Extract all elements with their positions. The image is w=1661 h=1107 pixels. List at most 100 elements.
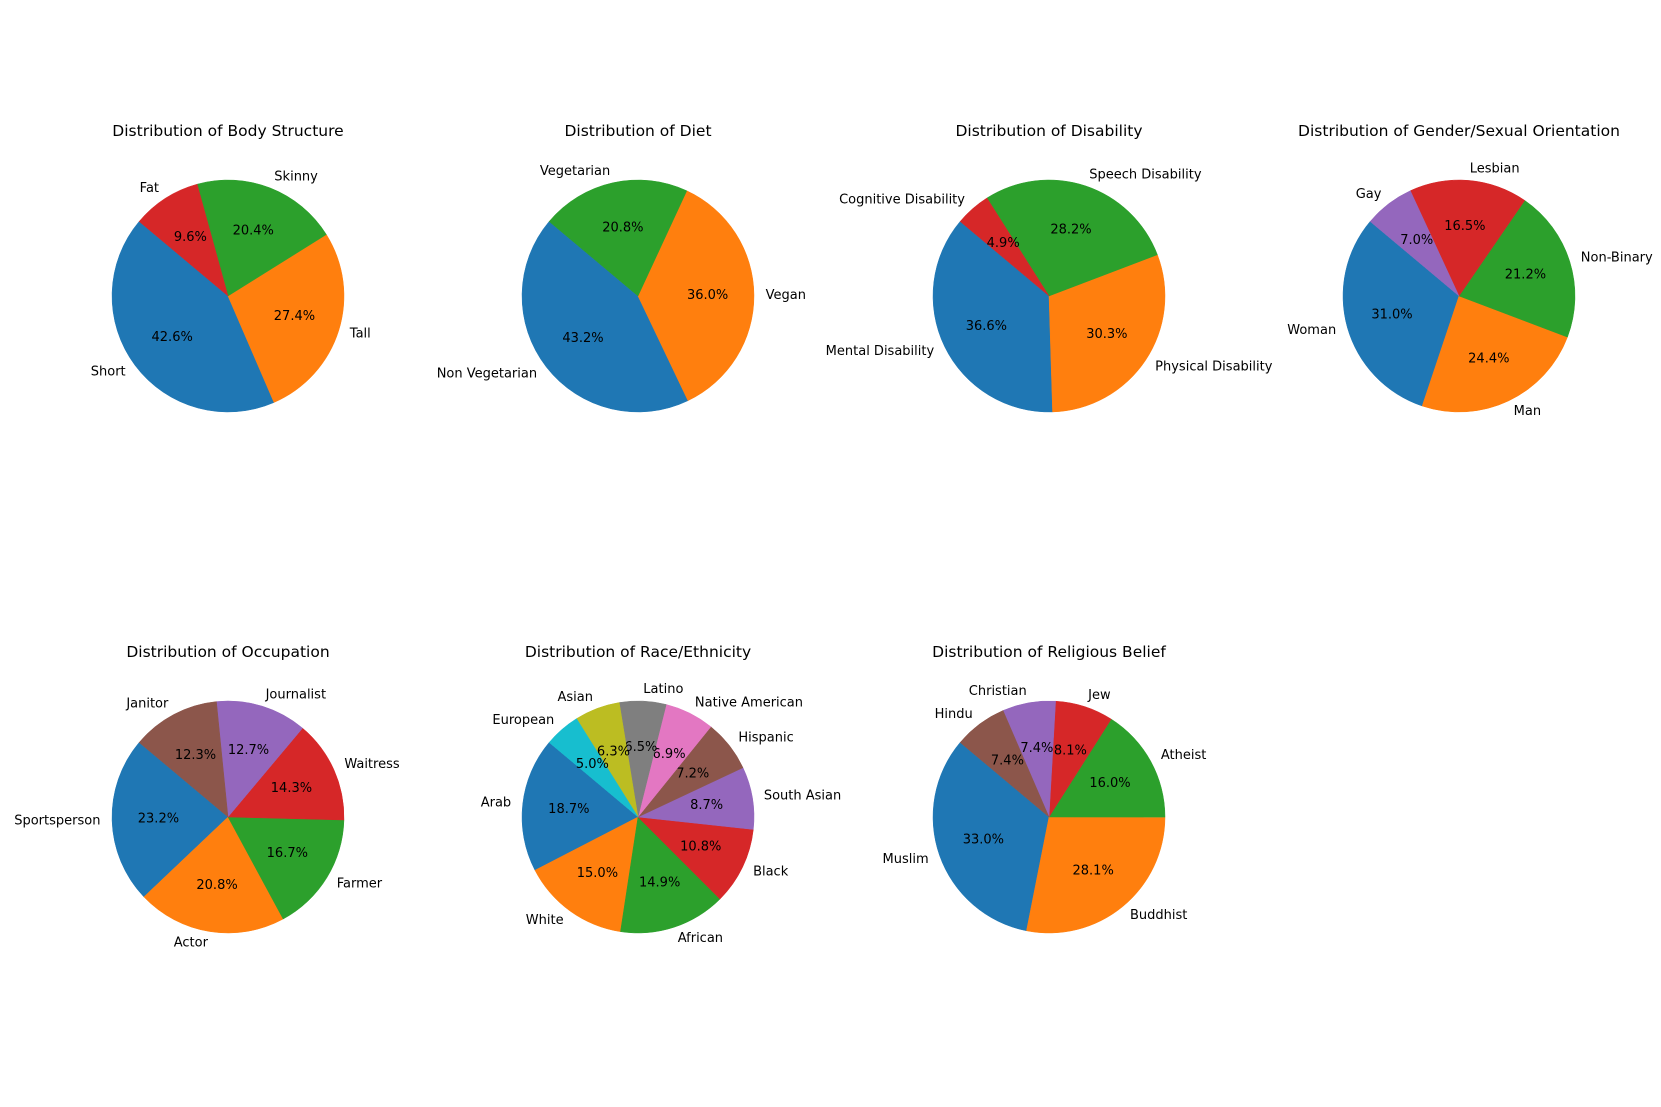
pie-distribution-of-diet: Distribution of Diet 43.2% Non Vegetarian 3… — [437, 122, 806, 413]
slice-percent-label: 20.8% — [602, 221, 643, 236]
slice-farmer — [227, 816, 345, 920]
slice-category-label: Arab — [481, 795, 511, 810]
pie-distribution-of-disability: Distribution of Disability 36.6% Mental Di… — [826, 122, 1273, 413]
chart-title: Distribution of Race/Ethnicity — [525, 643, 751, 661]
slice-percent-label: 16.0% — [1089, 776, 1130, 791]
slice-category-label: Short — [91, 365, 126, 380]
chart-title: Distribution of Gender/Sexual Orientatio… — [1298, 122, 1620, 140]
slice-category-label: Mental Disability — [826, 344, 935, 359]
slice-percent-label: 20.4% — [233, 224, 274, 239]
slice-category-label: Physical Disability — [1155, 359, 1273, 374]
slice-percent-label: 10.8% — [680, 840, 721, 855]
slice-category-label: Christian — [969, 684, 1027, 699]
slice-journalist — [216, 700, 303, 818]
slice-category-label: Tall — [349, 326, 371, 341]
slice-percent-label: 14.9% — [639, 876, 680, 891]
slice-category-label: Black — [753, 865, 789, 880]
slice-cognitive-disability — [959, 197, 1050, 297]
slice-man — [1421, 295, 1568, 413]
slice-percent-label: 36.6% — [966, 319, 1007, 334]
slice-category-label: Asian — [557, 690, 592, 705]
slice-category-label: Woman — [1287, 323, 1336, 338]
slice-hindu — [959, 710, 1050, 818]
slice-muslim — [932, 742, 1050, 932]
slice-category-label: Cognitive Disability — [839, 192, 965, 207]
slice-percent-label: 36.0% — [687, 288, 728, 303]
slice-non-vegetarian — [521, 221, 689, 413]
slice-percent-label: 6.5% — [624, 740, 657, 755]
slice-percent-label: 8.1% — [1054, 743, 1087, 758]
slice-percent-label: 8.7% — [690, 798, 723, 813]
slice-category-label: Non Vegetarian — [437, 367, 537, 382]
slice-category-label: Gay — [1356, 187, 1382, 202]
slice-percent-label: 9.6% — [174, 230, 207, 245]
slice-percent-label: 7.0% — [1400, 233, 1433, 248]
slice-lesbian — [1409, 179, 1526, 297]
slice-category-label: European — [492, 713, 554, 728]
slice-speech-disability — [986, 179, 1158, 297]
chart-title: Distribution of Disability — [955, 122, 1142, 140]
slice-category-label: Fat — [140, 181, 159, 196]
slice-category-label: White — [526, 913, 564, 928]
slice-non-binary — [1458, 200, 1576, 338]
slice-percent-label: 12.7% — [228, 743, 269, 758]
slice-percent-label: 6.9% — [653, 747, 686, 762]
slice-white — [534, 816, 639, 932]
slice-skinny — [196, 179, 327, 297]
slice-percent-label: 7.4% — [991, 754, 1024, 769]
chart-title: Distribution of Occupation — [126, 643, 329, 661]
slice-category-label: Vegan — [766, 288, 806, 303]
chart-title: Distribution of Religious Belief — [932, 643, 1166, 661]
slice-tall — [227, 234, 345, 403]
slice-woman — [1342, 221, 1460, 407]
slice-category-label: Non-Binary — [1581, 250, 1653, 265]
slice-percent-label: 16.7% — [267, 846, 308, 861]
slice-fat — [138, 183, 229, 297]
slice-buddhist — [1026, 816, 1166, 934]
slice-percent-label: 23.2% — [138, 812, 179, 827]
slice-category-label: Farmer — [337, 876, 383, 891]
slice-percent-label: 15.0% — [577, 866, 618, 881]
slice-category-label: Latino — [643, 682, 683, 697]
slice-waitress — [227, 727, 345, 821]
slice-percent-label: 5.0% — [576, 757, 609, 772]
slice-category-label: Actor — [174, 936, 209, 951]
slice-mental-disability — [932, 221, 1053, 413]
slice-percent-label: 7.4% — [1020, 741, 1053, 756]
slice-category-label: Muslim — [883, 852, 929, 867]
slice-vegetarian — [548, 179, 688, 297]
slice-category-label: Hispanic — [738, 731, 793, 746]
slice-category-label: Jew — [1087, 688, 1111, 703]
slice-black — [637, 816, 754, 900]
pie-distribution-of-body-structure: Distribution of Body Structure 42.6% Short… — [91, 122, 371, 413]
slice-category-label: Hindu — [935, 707, 973, 722]
slice-percent-label: 21.2% — [1505, 268, 1546, 283]
slice-percent-label: 30.3% — [1086, 327, 1127, 342]
slice-percent-label: 28.1% — [1073, 863, 1114, 878]
slice-percent-label: 6.3% — [597, 744, 630, 759]
slice-category-label: Journalist — [265, 688, 326, 703]
slice-atheist — [1048, 718, 1166, 818]
slice-category-label: Janitor — [125, 697, 169, 712]
slice-percent-label: 14.3% — [271, 781, 312, 796]
slice-vegan — [637, 190, 755, 402]
slice-percent-label: 20.8% — [196, 878, 237, 893]
slice-physical-disability — [1048, 254, 1166, 413]
slice-category-label: Atheist — [1161, 748, 1206, 763]
slice-category-label: Sportsperson — [14, 813, 100, 828]
slice-percent-label: 27.4% — [274, 309, 315, 324]
slice-category-label: Native American — [695, 695, 803, 710]
slice-arab — [521, 742, 639, 871]
slice-gay — [1369, 190, 1460, 297]
slice-percent-label: 16.5% — [1444, 219, 1485, 234]
slice-percent-label: 31.0% — [1371, 307, 1412, 322]
pie-distribution-of-gender-sexual-orientation: Distribution of Gender/Sexual Orientatio… — [1287, 122, 1653, 419]
chart-title: Distribution of Body Structure — [112, 122, 343, 140]
slice-percent-label: 28.2% — [1050, 222, 1091, 237]
slice-category-label: Skinny — [274, 170, 318, 185]
slice-percent-label: 24.4% — [1468, 351, 1509, 366]
slice-category-label: Man — [1514, 404, 1541, 419]
slice-category-label: African — [678, 931, 723, 946]
slice-short — [111, 221, 275, 413]
